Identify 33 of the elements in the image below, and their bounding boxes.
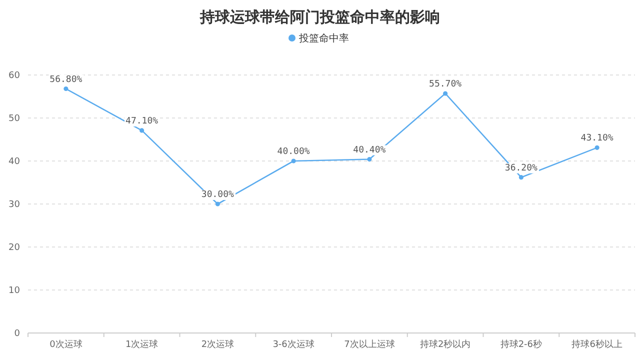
x-tick-label: 7次以上运球 bbox=[344, 339, 395, 350]
x-tick-label: 2次运球 bbox=[201, 339, 234, 350]
data-label: 47.10% bbox=[126, 116, 159, 126]
x-tick-label: 持球6秒以上 bbox=[572, 339, 622, 350]
y-tick-label: 50 bbox=[8, 114, 20, 124]
data-label: 36.20% bbox=[504, 163, 538, 174]
x-tick-label: 持球2-6秒 bbox=[500, 339, 542, 350]
y-tick-label: 40 bbox=[8, 157, 20, 167]
point bbox=[594, 145, 600, 150]
point bbox=[443, 91, 448, 96]
data-label: 56.80% bbox=[50, 74, 83, 85]
point bbox=[367, 156, 372, 162]
x-tick-label: 3-6次运球 bbox=[272, 339, 314, 350]
x-tick-label: 1次运球 bbox=[125, 339, 158, 350]
data-label: 43.10% bbox=[580, 134, 614, 144]
point bbox=[64, 86, 68, 92]
data-label: 30.00% bbox=[201, 190, 235, 200]
point bbox=[291, 158, 296, 164]
y-tick-label: 30 bbox=[8, 200, 20, 210]
data-label: 55.70% bbox=[429, 79, 462, 90]
point bbox=[215, 202, 220, 206]
y-tick-label: 10 bbox=[8, 286, 20, 296]
chart-title: 持球运球带给阿门投篮命中率的影响 bbox=[199, 8, 440, 26]
y-tick-label: 20 bbox=[8, 243, 20, 253]
x-tick-label: 持球2秒以内 bbox=[420, 339, 471, 350]
y-tick-label: 0 bbox=[14, 329, 20, 339]
point bbox=[518, 175, 524, 180]
point bbox=[140, 128, 144, 133]
data-label: 40.00% bbox=[277, 147, 310, 157]
x-tick-label: 0次运球 bbox=[50, 339, 82, 350]
y-tick-label: 60 bbox=[8, 71, 20, 81]
legend-label: 投篮命中率 bbox=[298, 32, 349, 44]
data-label: 40.40% bbox=[353, 145, 386, 156]
